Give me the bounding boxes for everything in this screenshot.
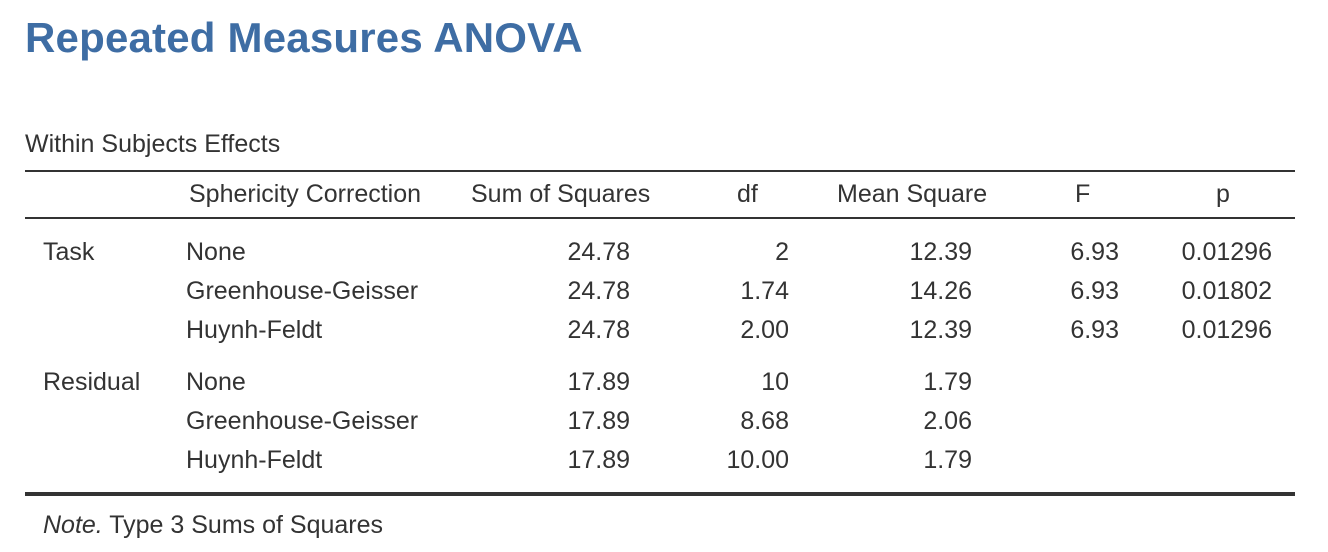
- row-p: 0.01296: [1181, 316, 1272, 344]
- row-mean-square: 14.26: [909, 277, 972, 305]
- row-mean-square: 1.79: [923, 368, 972, 396]
- header-mean-square: Mean Square: [837, 180, 988, 208]
- table-header-rule: [25, 217, 1295, 219]
- row-sphericity: Greenhouse-Geisser: [186, 277, 419, 305]
- header-f: F: [1075, 180, 1091, 208]
- row-mean-square: 2.06: [923, 407, 972, 435]
- note-text: Type 3 Sums of Squares: [102, 511, 384, 539]
- row-df: 10: [761, 368, 789, 396]
- row-f: 6.93: [1070, 316, 1119, 344]
- row-sum-of-squares: 17.89: [567, 407, 630, 435]
- row-sum-of-squares: 24.78: [567, 238, 630, 266]
- row-df: 10.00: [726, 446, 789, 474]
- row-df: 2: [775, 238, 789, 266]
- row-f: 6.93: [1070, 238, 1119, 266]
- header-df: df: [737, 180, 758, 208]
- note-label: Note.: [43, 511, 103, 539]
- row-df: 2.00: [740, 316, 789, 344]
- row-mean-square: 12.39: [909, 238, 972, 266]
- row-p: 0.01296: [1181, 238, 1272, 266]
- row-sphericity: Greenhouse-Geisser: [186, 407, 419, 435]
- row-mean-square: 1.79: [923, 446, 972, 474]
- header-sum-of-squares: Sum of Squares: [471, 180, 651, 208]
- page-title: Repeated Measures ANOVA: [25, 14, 583, 61]
- row-df: 1.74: [740, 277, 789, 305]
- header-sphericity-correction: Sphericity Correction: [189, 180, 422, 208]
- row-term: Task: [43, 238, 95, 266]
- table-bottom-rule: [25, 492, 1295, 496]
- row-sphericity: None: [186, 368, 246, 396]
- row-p: 0.01802: [1181, 277, 1272, 305]
- row-sphericity: Huynh-Feldt: [186, 316, 323, 344]
- table-top-rule: [25, 170, 1295, 172]
- header-p: p: [1216, 180, 1230, 208]
- row-sphericity: Huynh-Feldt: [186, 446, 323, 474]
- row-df: 8.68: [740, 407, 789, 435]
- row-sum-of-squares: 24.78: [567, 316, 630, 344]
- row-sum-of-squares: 17.89: [567, 368, 630, 396]
- row-sum-of-squares: 17.89: [567, 446, 630, 474]
- row-mean-square: 12.39: [909, 316, 972, 344]
- table-caption: Within Subjects Effects: [25, 130, 281, 158]
- row-f: 6.93: [1070, 277, 1119, 305]
- row-term: Residual: [43, 368, 141, 396]
- row-sum-of-squares: 24.78: [567, 277, 630, 305]
- row-sphericity: None: [186, 238, 246, 266]
- table-note: Note. Type 3 Sums of Squares: [43, 510, 383, 540]
